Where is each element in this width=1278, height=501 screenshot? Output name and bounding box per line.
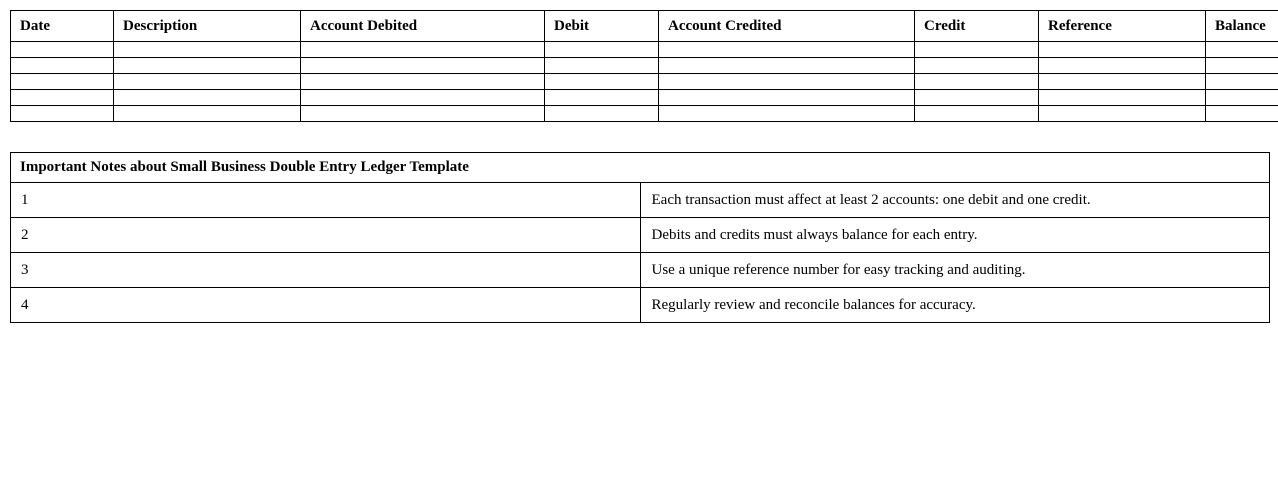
column-header-description: Description	[113, 10, 301, 42]
ledger-table-head: Date Description Account Debited Debit A…	[10, 10, 1278, 42]
note-text: Regularly review and reconcile balances …	[639, 287, 1270, 323]
table-row	[10, 105, 1278, 122]
notes-table-head: Important Notes about Small Business Dou…	[10, 152, 1270, 183]
important-notes-table: Important Notes about Small Business Dou…	[10, 152, 1270, 323]
ledger-cell-account_credited[interactable]	[658, 105, 915, 122]
ledger-cell-credit[interactable]	[914, 57, 1039, 74]
note-row: 3 Use a unique reference number for easy …	[10, 252, 1270, 288]
ledger-cell-account_credited[interactable]	[658, 73, 915, 90]
ledger-cell-balance[interactable]	[1205, 57, 1278, 74]
double-entry-ledger-table: Date Description Account Debited Debit A…	[10, 10, 1278, 122]
ledger-cell-debit[interactable]	[544, 89, 659, 106]
column-header-account-debited: Account Debited	[300, 10, 545, 42]
note-number: 3	[10, 252, 641, 288]
ledger-cell-account_debited[interactable]	[300, 41, 545, 58]
notes-table-body: 1 Each transaction must affect at least 2…	[10, 182, 1270, 323]
ledger-cell-debit[interactable]	[544, 41, 659, 58]
note-text: Debits and credits must always balance f…	[639, 217, 1270, 253]
ledger-cell-credit[interactable]	[914, 41, 1039, 58]
ledger-cell-description[interactable]	[113, 41, 301, 58]
ledger-cell-account_debited[interactable]	[300, 105, 545, 122]
table-row	[10, 73, 1278, 90]
note-row: 1 Each transaction must affect at least 2…	[10, 182, 1270, 218]
column-header-account-credited: Account Credited	[658, 10, 915, 42]
ledger-cell-credit[interactable]	[914, 105, 1039, 122]
note-text: Use a unique reference number for easy t…	[639, 252, 1270, 288]
notes-title-row: Important Notes about Small Business Dou…	[10, 152, 1270, 183]
note-row: 2 Debits and credits must always balance …	[10, 217, 1270, 253]
ledger-cell-account_credited[interactable]	[658, 41, 915, 58]
note-row: 4 Regularly review and reconcile balances…	[10, 287, 1270, 323]
ledger-cell-account_credited[interactable]	[658, 89, 915, 106]
note-number: 2	[10, 217, 641, 253]
ledger-cell-description[interactable]	[113, 57, 301, 74]
table-row	[10, 89, 1278, 106]
note-text: Each transaction must affect at least 2 …	[639, 182, 1270, 218]
ledger-cell-account_debited[interactable]	[300, 73, 545, 90]
notes-table-title: Important Notes about Small Business Dou…	[10, 152, 1270, 183]
column-header-date: Date	[10, 10, 114, 42]
ledger-cell-reference[interactable]	[1038, 57, 1206, 74]
ledger-cell-balance[interactable]	[1205, 105, 1278, 122]
table-row	[10, 57, 1278, 74]
notes-table-container: Important Notes about Small Business Dou…	[10, 152, 1270, 323]
ledger-cell-reference[interactable]	[1038, 41, 1206, 58]
ledger-cell-reference[interactable]	[1038, 89, 1206, 106]
ledger-cell-reference[interactable]	[1038, 73, 1206, 90]
ledger-cell-credit[interactable]	[914, 89, 1039, 106]
ledger-cell-balance[interactable]	[1205, 89, 1278, 106]
note-number: 4	[10, 287, 641, 323]
ledger-header-row: Date Description Account Debited Debit A…	[10, 10, 1278, 42]
ledger-cell-description[interactable]	[113, 73, 301, 90]
ledger-table-body	[10, 41, 1278, 122]
ledger-cell-description[interactable]	[113, 105, 301, 122]
column-header-credit: Credit	[914, 10, 1039, 42]
ledger-cell-description[interactable]	[113, 89, 301, 106]
ledger-cell-date[interactable]	[10, 105, 114, 122]
ledger-cell-credit[interactable]	[914, 73, 1039, 90]
ledger-cell-reference[interactable]	[1038, 105, 1206, 122]
ledger-cell-account_credited[interactable]	[658, 57, 915, 74]
ledger-cell-account_debited[interactable]	[300, 89, 545, 106]
ledger-cell-balance[interactable]	[1205, 73, 1278, 90]
ledger-cell-date[interactable]	[10, 73, 114, 90]
ledger-cell-date[interactable]	[10, 57, 114, 74]
ledger-cell-debit[interactable]	[544, 73, 659, 90]
column-header-reference: Reference	[1038, 10, 1206, 42]
column-header-debit: Debit	[544, 10, 659, 42]
ledger-cell-date[interactable]	[10, 41, 114, 58]
ledger-cell-debit[interactable]	[544, 105, 659, 122]
ledger-cell-account_debited[interactable]	[300, 57, 545, 74]
ledger-cell-debit[interactable]	[544, 57, 659, 74]
note-number: 1	[10, 182, 641, 218]
ledger-table-container: Date Description Account Debited Debit A…	[10, 10, 1278, 122]
ledger-cell-date[interactable]	[10, 89, 114, 106]
column-header-balance: Balance	[1205, 10, 1278, 42]
table-row	[10, 41, 1278, 58]
ledger-cell-balance[interactable]	[1205, 41, 1278, 58]
